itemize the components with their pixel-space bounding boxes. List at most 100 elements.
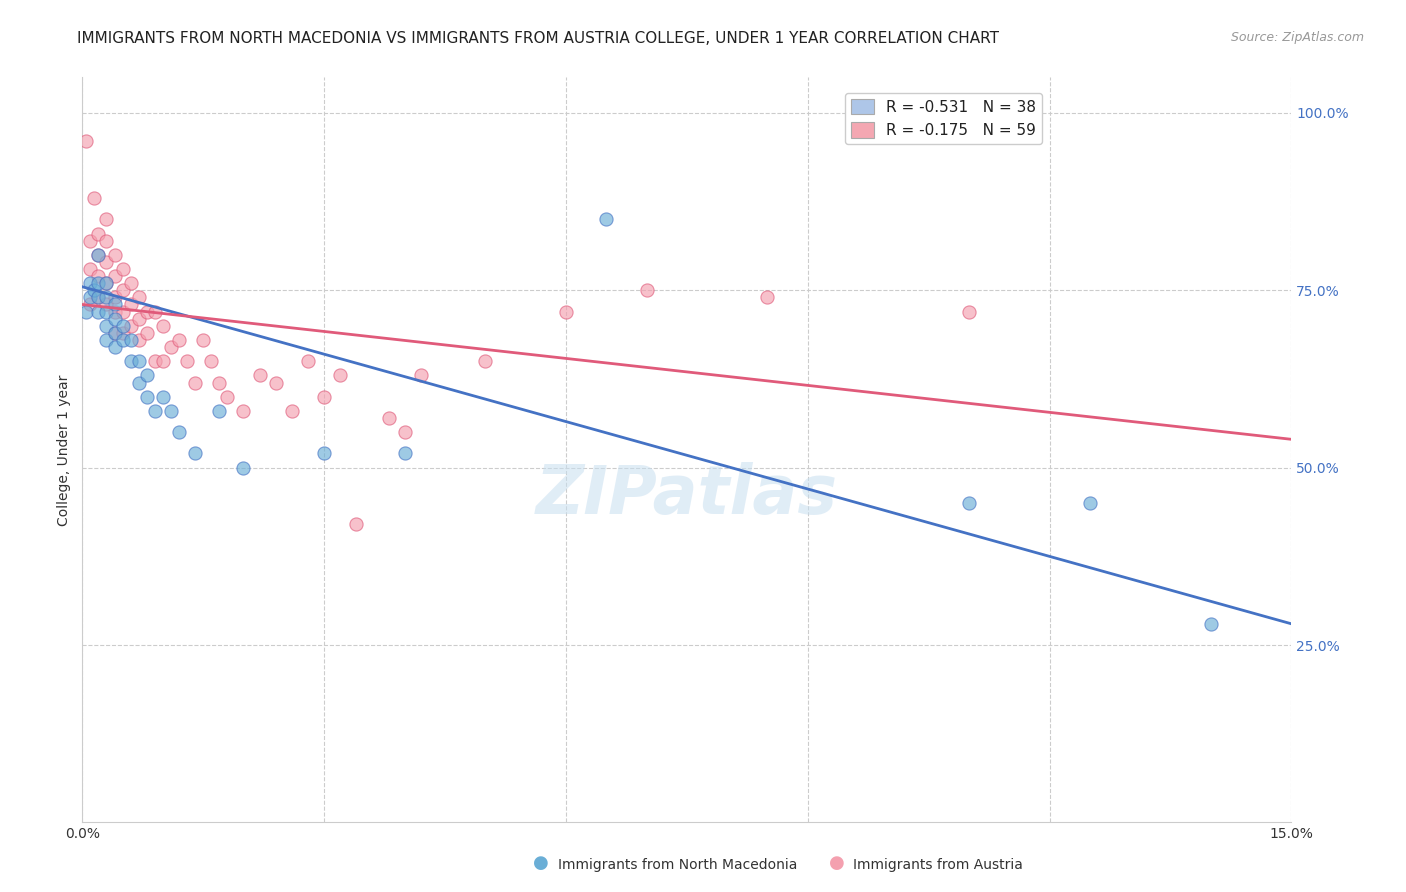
Point	[135, 390, 157, 404]
Point	[152, 354, 174, 368]
Point	[120, 333, 142, 347]
Point	[595, 212, 617, 227]
Point	[394, 446, 416, 460]
Point	[111, 304, 134, 318]
Text: ZIPatlas: ZIPatlas	[536, 462, 838, 528]
Point	[143, 404, 166, 418]
Legend: R = -0.531   N = 38, R = -0.175   N = 59: R = -0.531 N = 38, R = -0.175 N = 59	[845, 93, 1042, 145]
Point	[87, 248, 110, 262]
Point	[554, 304, 576, 318]
Point	[143, 304, 166, 318]
Point	[249, 368, 271, 383]
Point	[167, 425, 190, 440]
Point	[152, 390, 174, 404]
Point	[208, 376, 231, 390]
Text: IMMIGRANTS FROM NORTH MACEDONIA VS IMMIGRANTS FROM AUSTRIA COLLEGE, UNDER 1 YEAR: IMMIGRANTS FROM NORTH MACEDONIA VS IMMIG…	[77, 31, 1000, 46]
Point	[96, 304, 118, 318]
Point	[193, 333, 215, 347]
Point	[79, 276, 101, 290]
Point	[377, 411, 399, 425]
Point	[79, 290, 101, 304]
Point	[96, 212, 118, 227]
Point	[120, 318, 142, 333]
Point	[1199, 616, 1222, 631]
Point	[83, 283, 105, 297]
Point	[103, 290, 125, 304]
Point	[96, 318, 118, 333]
Y-axis label: College, Under 1 year: College, Under 1 year	[58, 375, 72, 525]
Point	[160, 340, 183, 354]
Point	[120, 276, 142, 290]
Point	[474, 354, 496, 368]
Point	[87, 248, 110, 262]
Point	[96, 333, 118, 347]
Point	[111, 318, 134, 333]
Text: Immigrants from Austria: Immigrants from Austria	[853, 858, 1024, 872]
Point	[103, 311, 125, 326]
Point	[281, 404, 304, 418]
Point	[957, 304, 980, 318]
Point	[1078, 496, 1101, 510]
Point	[208, 404, 231, 418]
Point	[297, 354, 319, 368]
Point	[96, 276, 118, 290]
Point	[96, 234, 118, 248]
Point	[232, 404, 254, 418]
Point	[111, 333, 134, 347]
Point	[128, 311, 150, 326]
Point	[103, 326, 125, 340]
Point	[135, 326, 157, 340]
Point	[143, 354, 166, 368]
Point	[128, 290, 150, 304]
Point	[87, 290, 110, 304]
Point	[128, 354, 150, 368]
Point	[96, 276, 118, 290]
Text: ●: ●	[533, 855, 550, 872]
Point	[176, 354, 198, 368]
Point	[103, 304, 125, 318]
Point	[111, 262, 134, 277]
Point	[111, 326, 134, 340]
Point	[96, 255, 118, 269]
Point	[103, 248, 125, 262]
Point	[636, 283, 658, 297]
Point	[264, 376, 287, 390]
Point	[87, 227, 110, 241]
Point	[103, 326, 125, 340]
Point	[184, 376, 207, 390]
Point	[184, 446, 207, 460]
Point	[128, 333, 150, 347]
Text: Immigrants from North Macedonia: Immigrants from North Macedonia	[558, 858, 797, 872]
Point	[87, 276, 110, 290]
Point	[103, 297, 125, 311]
Point	[111, 283, 134, 297]
Point	[152, 318, 174, 333]
Point	[96, 297, 118, 311]
Point	[120, 297, 142, 311]
Point	[128, 376, 150, 390]
Point	[75, 134, 97, 148]
Point	[756, 290, 779, 304]
Point	[329, 368, 352, 383]
Point	[394, 425, 416, 440]
Point	[87, 290, 110, 304]
Point	[200, 354, 222, 368]
Point	[135, 304, 157, 318]
Point	[79, 234, 101, 248]
Point	[344, 517, 367, 532]
Point	[957, 496, 980, 510]
Text: ●: ●	[828, 855, 845, 872]
Point	[79, 297, 101, 311]
Point	[75, 304, 97, 318]
Point	[103, 269, 125, 284]
Point	[409, 368, 432, 383]
Point	[314, 446, 336, 460]
Point	[87, 269, 110, 284]
Point	[96, 290, 118, 304]
Point	[314, 390, 336, 404]
Point	[167, 333, 190, 347]
Text: Source: ZipAtlas.com: Source: ZipAtlas.com	[1230, 31, 1364, 45]
Point	[79, 262, 101, 277]
Point	[83, 191, 105, 205]
Point	[135, 368, 157, 383]
